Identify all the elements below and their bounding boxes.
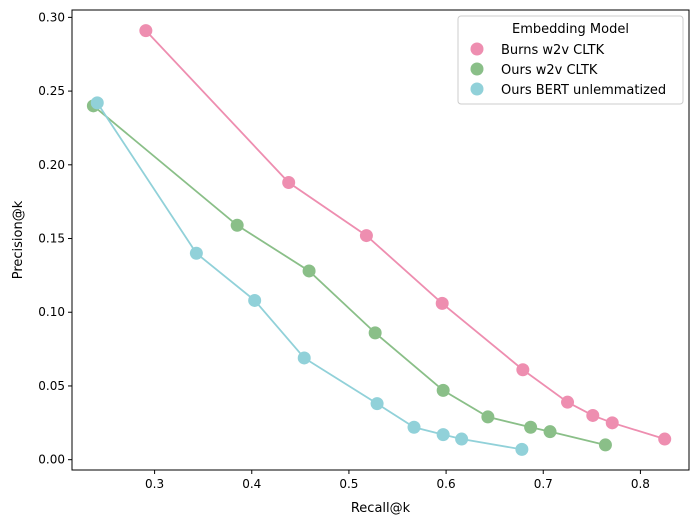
x-tick-label: 0.7 (534, 477, 553, 491)
data-point (605, 416, 619, 430)
data-point (302, 264, 316, 278)
y-tick-label: 0.30 (38, 10, 65, 24)
x-tick-label: 0.3 (145, 477, 164, 491)
x-tick-label: 0.5 (339, 477, 358, 491)
legend-entry-label: Ours w2v CLTK (501, 63, 598, 78)
data-point (658, 432, 672, 446)
data-point (230, 218, 244, 232)
data-point (436, 428, 450, 442)
y-tick-label: 0.20 (38, 158, 65, 172)
y-axis-label: Precision@k (11, 200, 26, 279)
series-layer (86, 24, 672, 456)
data-point (407, 420, 421, 434)
data-point (435, 296, 449, 310)
legend-marker (470, 62, 484, 76)
y-axis: 0.00 0.05 0.10 0.15 0.20 0.25 0.30 (38, 10, 72, 467)
data-point (524, 420, 538, 434)
y-tick-label: 0.15 (38, 232, 65, 246)
y-tick-label: 0.10 (38, 305, 65, 319)
legend-marker (470, 42, 484, 56)
data-point (543, 425, 557, 439)
x-tick-label: 0.6 (437, 477, 456, 491)
y-tick-label: 0.00 (38, 453, 65, 467)
data-point (455, 432, 469, 446)
data-point (561, 395, 575, 409)
data-point (370, 397, 384, 411)
legend-box (457, 15, 684, 105)
x-axis-label: Recall@k (351, 501, 411, 516)
legend-entry-label: Burns w2v CLTK (501, 43, 605, 58)
data-point (436, 383, 450, 397)
data-point (248, 293, 262, 307)
series-3 (90, 96, 529, 456)
data-point (90, 96, 104, 110)
data-point (282, 176, 296, 189)
legend-title: Embedding Model (512, 22, 629, 37)
legend-entry-label: Ours BERT unlemmatized (501, 83, 666, 98)
series-1 (139, 24, 672, 446)
data-point (359, 229, 373, 243)
x-axis: 0.3 0.4 0.5 0.6 0.7 0.8 (145, 470, 650, 491)
x-tick-label: 0.4 (242, 477, 261, 491)
y-tick-label: 0.25 (38, 84, 65, 98)
data-point (297, 351, 311, 365)
data-point (189, 246, 203, 260)
data-point (515, 442, 529, 456)
legend-marker (470, 82, 484, 96)
data-point (481, 410, 495, 424)
data-point (139, 24, 153, 38)
series-2 (86, 99, 612, 452)
x-tick-label: 0.8 (631, 477, 650, 491)
data-point (368, 326, 382, 340)
data-point (586, 408, 600, 422)
plot-frame (71, 9, 690, 471)
data-point (516, 363, 530, 377)
data-point (598, 438, 612, 452)
y-tick-label: 0.05 (38, 379, 65, 393)
legend: Embedding Model Burns w2v CLTK Ours w2v C… (457, 15, 684, 105)
